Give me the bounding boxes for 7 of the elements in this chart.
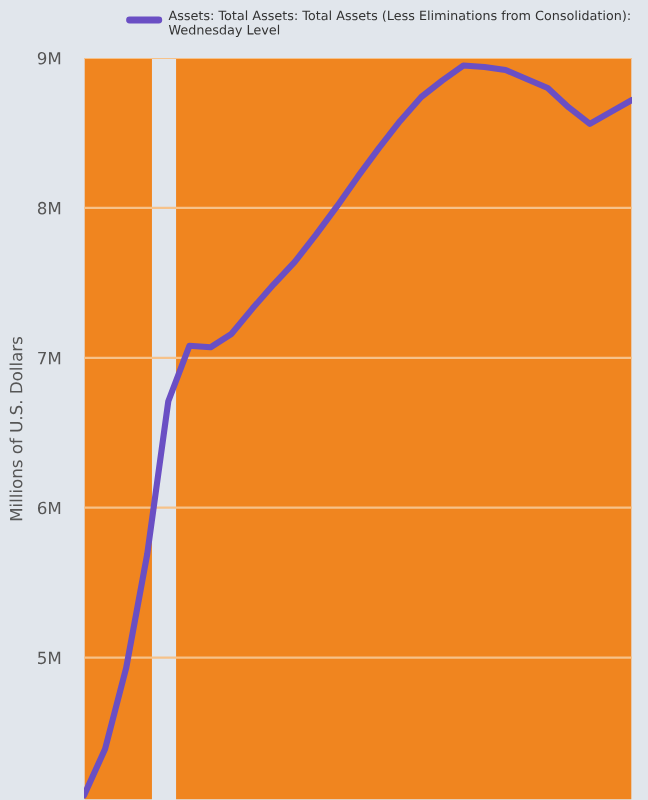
y-tick-label: 9M <box>37 51 61 65</box>
y-axis-title: Millions of U.S. Dollars <box>9 336 23 521</box>
line-series <box>84 62 632 799</box>
y-tick-label: 6M <box>37 501 61 515</box>
y-tick-label: 5M <box>38 651 61 665</box>
y-tick-label: 7M <box>38 351 61 365</box>
y-tick-label: 8M <box>37 201 61 215</box>
